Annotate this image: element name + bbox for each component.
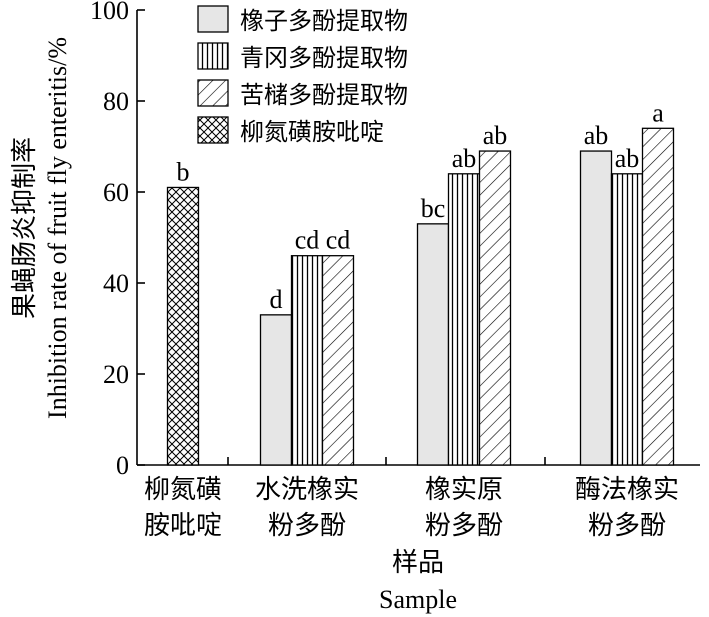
category-label-line2: 粉多酚 — [425, 511, 503, 541]
y-tick-label: 80 — [103, 87, 129, 116]
y-tick-label: 100 — [90, 0, 129, 25]
bar — [610, 173, 644, 466]
bar — [579, 150, 613, 466]
bar — [290, 255, 324, 466]
bar — [416, 223, 450, 466]
category-label-line1: 酶法橡实 — [575, 475, 679, 505]
significance-label: b — [177, 157, 190, 186]
significance-label: a — [652, 98, 664, 127]
x-axis-title-en: Sample — [379, 585, 457, 614]
category-label-line2: 粉多酚 — [588, 511, 666, 541]
y-axis-title-cn: 果蝇肠炎抑制率 — [10, 137, 40, 319]
bars — [166, 127, 675, 466]
significance-label: ab — [584, 121, 609, 150]
legend-label: 柳氮磺胺吡啶 — [240, 118, 384, 146]
significance-label: cd — [326, 226, 351, 255]
category-label-line2: 粉多酚 — [268, 511, 346, 541]
legend-swatch — [197, 42, 229, 70]
bar — [259, 314, 293, 466]
bar — [166, 186, 200, 466]
legend-label: 苦槠多酚提取物 — [240, 81, 408, 109]
significance-label: bc — [421, 194, 446, 223]
bar — [321, 255, 355, 466]
legend-swatch — [197, 116, 229, 144]
legend-swatch — [197, 5, 229, 33]
category-label-line1: 柳氮磺 — [144, 475, 222, 505]
y-tick-label: 60 — [103, 178, 129, 207]
bar — [641, 127, 675, 466]
y-tick-label: 20 — [103, 360, 129, 389]
y-tick-label: 40 — [103, 269, 129, 298]
legend-label: 青冈多酚提取物 — [240, 44, 408, 72]
significance-label: ab — [452, 144, 477, 173]
y-tick-label: 0 — [116, 451, 129, 480]
category-label-line2: 胺吡啶 — [144, 511, 222, 541]
significance-label: cd — [295, 226, 320, 255]
bar — [447, 173, 481, 466]
category-label-line1: 橡实原 — [425, 475, 503, 505]
x-ticks — [227, 457, 546, 465]
bar — [478, 150, 512, 466]
y-ticks: 0 20 40 60 80 100 — [90, 0, 145, 480]
x-axis-title-cn: 样品 — [392, 548, 444, 578]
legend-swatch — [197, 79, 229, 107]
category-label-line1: 水洗橡实 — [255, 475, 359, 505]
significance-label: ab — [615, 144, 640, 173]
significance-label: d — [270, 285, 283, 314]
significance-label: ab — [483, 121, 508, 150]
legend-label: 橡子多酚提取物 — [240, 7, 408, 35]
y-axis-title-en: Inhibition rate of fruit fly enteritis/% — [43, 37, 72, 419]
